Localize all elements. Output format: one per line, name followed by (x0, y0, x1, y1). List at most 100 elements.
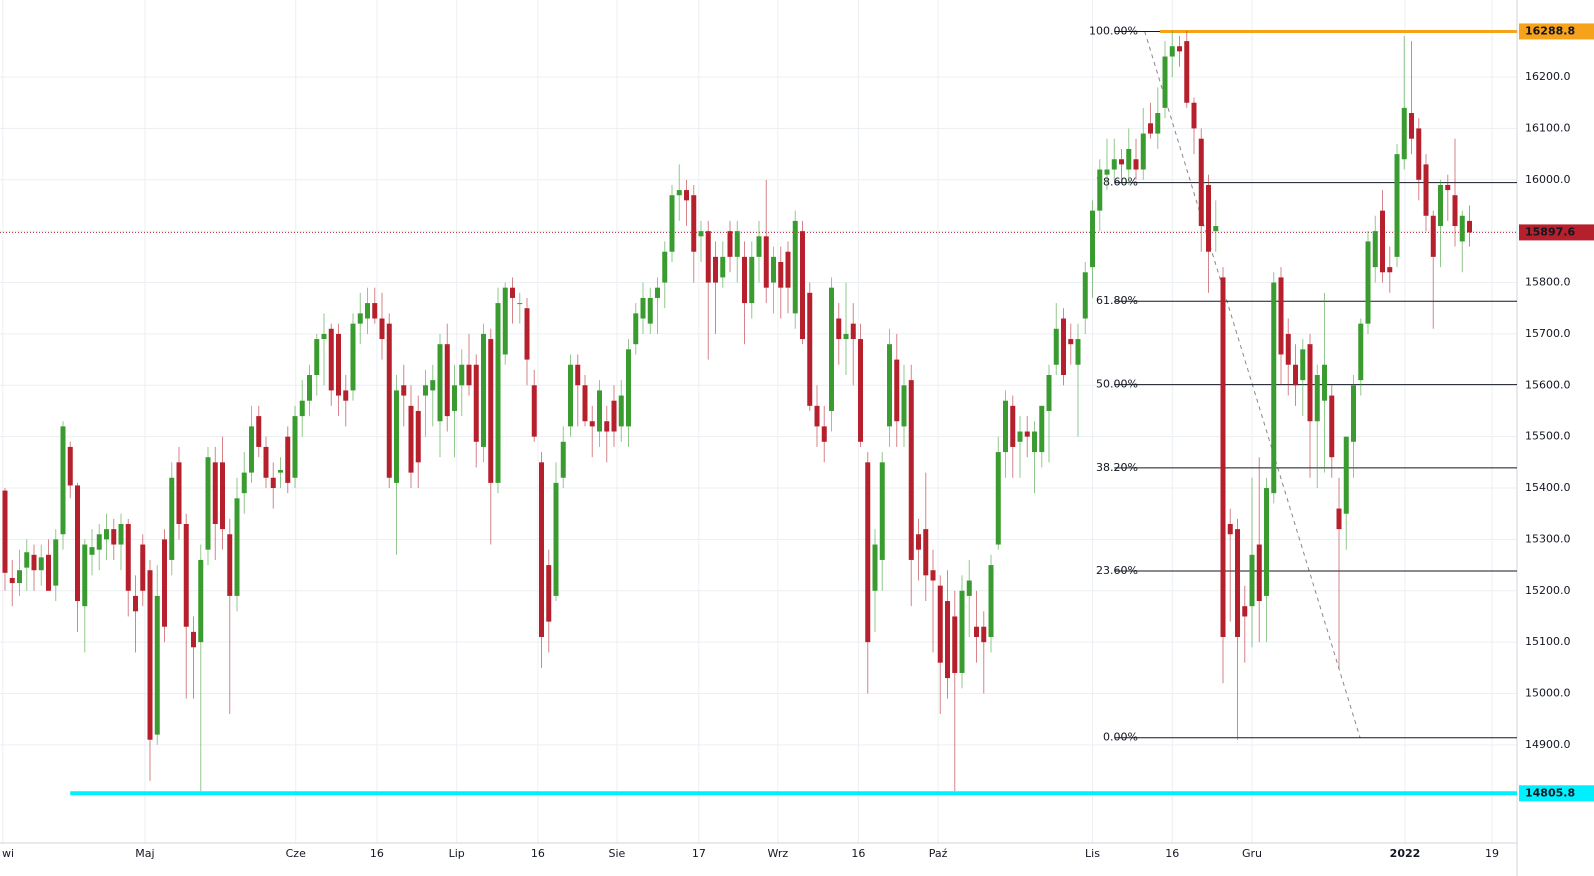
candle-body (379, 318, 385, 340)
candle-body (843, 333, 849, 340)
y-tick-label: 16200.0 (1525, 70, 1571, 83)
candle-body (1329, 395, 1335, 458)
candle-body (1133, 159, 1139, 170)
candle-body (800, 231, 806, 340)
candle-body (1206, 184, 1212, 252)
candle-body (1256, 544, 1262, 602)
candle-body (1075, 339, 1081, 365)
candle-body (568, 364, 574, 427)
candle-body (720, 256, 726, 278)
x-tick-label: Sie (609, 847, 626, 860)
candle-body (357, 313, 363, 324)
candle-body (278, 470, 284, 473)
candle-body (836, 318, 842, 340)
x-tick-label: 16 (1165, 847, 1179, 860)
candle-body (901, 385, 907, 427)
candle-body (945, 601, 951, 679)
x-tick-label: 16 (531, 847, 545, 860)
candle-body (1242, 606, 1248, 617)
candle-body (1278, 277, 1284, 355)
candle-body (1111, 159, 1117, 170)
candle-body (307, 375, 313, 401)
candle-body (1148, 123, 1154, 134)
candle-body (481, 333, 487, 447)
x-tick-label: 16 (370, 847, 384, 860)
candle-body (147, 570, 153, 740)
candle-body (31, 554, 37, 571)
candle-body (611, 400, 617, 432)
candle-body (488, 339, 494, 483)
candle-body (691, 195, 697, 252)
candle-body (1213, 226, 1219, 232)
candle-body (633, 313, 639, 345)
candle-body (1140, 133, 1146, 170)
candle-body (981, 626, 987, 643)
y-tick-label: 15300.0 (1525, 532, 1571, 545)
candle-body (1184, 41, 1190, 103)
candle-body (1177, 46, 1183, 52)
price-label-box (1519, 785, 1594, 802)
candle-body (626, 349, 632, 427)
candle-body (582, 385, 588, 422)
candle-body (988, 565, 994, 638)
candle-body (111, 529, 117, 545)
x-tick-label: Lis (1085, 847, 1100, 860)
candle-body (169, 477, 175, 560)
candle-body (408, 405, 414, 473)
candle-body (89, 547, 95, 555)
candle-body (1314, 375, 1320, 422)
candle-body (1351, 385, 1357, 442)
candle-body (858, 339, 864, 442)
candle-body (575, 364, 581, 386)
candle-body (778, 261, 784, 288)
candle-body (1068, 339, 1074, 345)
candle-body (1430, 215, 1436, 257)
x-tick-label: Gru (1242, 847, 1262, 860)
y-tick-label: 15700.0 (1525, 327, 1571, 340)
candle-body (1459, 215, 1465, 242)
candle-body (604, 421, 610, 432)
candle-body (328, 328, 334, 391)
candle-body (53, 539, 59, 586)
y-tick-label: 14900.0 (1525, 738, 1571, 751)
candle-body (1285, 333, 1291, 365)
candle-body (125, 523, 131, 591)
candle-body (1387, 267, 1393, 273)
candle-body (1039, 405, 1045, 453)
candle-body (118, 523, 124, 545)
candle-body (662, 251, 668, 283)
candle-body (9, 577, 15, 584)
candle-body (1271, 282, 1277, 494)
candle-body (647, 297, 653, 324)
y-tick-label: 15200.0 (1525, 584, 1571, 597)
x-tick-label: Lip (449, 847, 465, 860)
x-tick-label: 19 (1485, 847, 1499, 860)
candle-body (466, 364, 472, 386)
candle-body (560, 441, 566, 478)
candle-body (937, 585, 943, 663)
candle-body (1300, 349, 1306, 381)
y-tick-label: 16000.0 (1525, 173, 1571, 186)
candle-body (1220, 277, 1226, 638)
candle-body (1017, 431, 1023, 442)
candle-body (401, 385, 407, 396)
candle-body (183, 523, 189, 627)
x-tick-label: Maj (135, 847, 154, 860)
x-tick-label: wi (2, 847, 14, 860)
candle-body (814, 405, 820, 427)
fib-label: 50.00% (1096, 378, 1138, 391)
fib-label: 100.00% (1089, 24, 1138, 37)
candle-body (995, 452, 1001, 545)
candle-body (771, 256, 777, 283)
candle-body (67, 446, 73, 486)
candle-body (1053, 328, 1059, 365)
candle-body (24, 552, 30, 568)
candle-body (807, 292, 813, 406)
candle-body (1061, 318, 1067, 376)
candle-body (734, 231, 740, 257)
candle-body (372, 303, 378, 319)
candle-body (495, 303, 501, 483)
candle-body (785, 251, 791, 288)
candle-body (1191, 102, 1197, 129)
